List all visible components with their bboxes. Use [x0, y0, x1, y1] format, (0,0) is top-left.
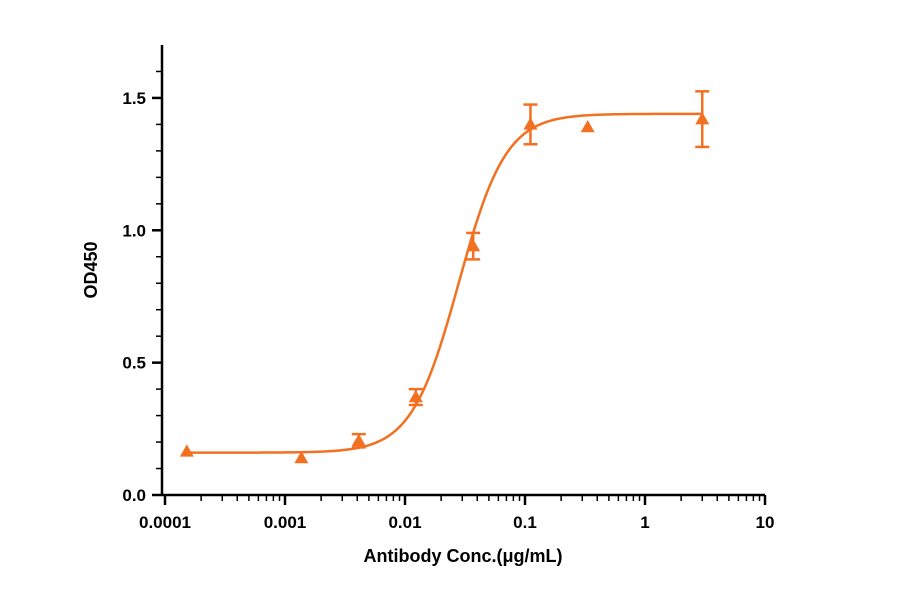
x-tick-label: 0.1 [513, 513, 537, 532]
x-tick-label: 10 [756, 513, 775, 532]
data-point [523, 117, 538, 130]
data-point [179, 444, 194, 457]
axes [160, 45, 765, 497]
x-tick-label: 1 [640, 513, 649, 532]
data-point [294, 450, 309, 464]
x-axis-title: Antibody Conc.(μg/mL) [364, 546, 563, 566]
data-point [580, 120, 595, 133]
x-ticks: 0.0001 0.001 0.01 0.1 1 10 [139, 495, 774, 532]
data-point [408, 390, 423, 403]
y-tick-label: 1.5 [122, 89, 146, 108]
fit-curve [186, 112, 703, 454]
y-tick-label: 1.0 [122, 221, 146, 240]
fit-layer [186, 112, 703, 454]
y-axis-title: OD450 [81, 241, 101, 298]
data-points [179, 90, 710, 464]
x-tick-label: 0.0001 [139, 513, 191, 532]
y-ticks: 0.0 0.5 1.0 1.5 [122, 70, 162, 505]
x-tick-label: 0.01 [388, 513, 421, 532]
x-tick-label: 0.001 [264, 513, 307, 532]
y-tick-label: 0.0 [122, 486, 146, 505]
data-point [695, 112, 710, 125]
data-point [351, 433, 366, 446]
y-tick-label: 0.5 [122, 354, 146, 373]
data-point [466, 239, 481, 252]
